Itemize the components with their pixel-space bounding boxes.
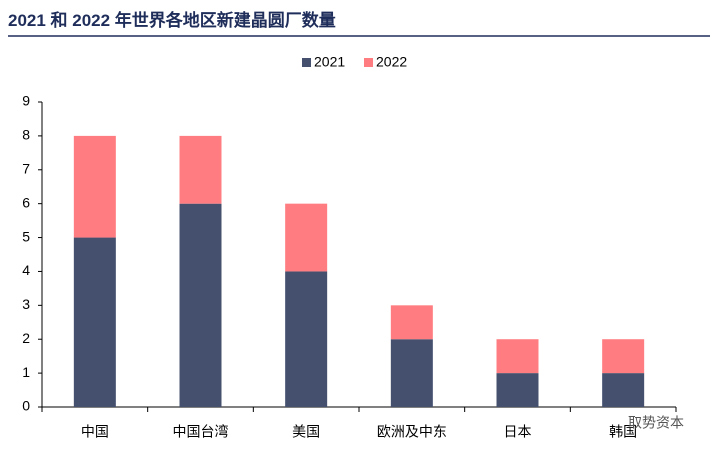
bar-segment (285, 271, 328, 407)
x-tick-label: 中国 (81, 424, 109, 440)
bar-segment (285, 203, 328, 272)
bar-segment (73, 135, 116, 238)
x-tick-label: 韩国 (609, 424, 637, 440)
bar-segment (602, 339, 645, 374)
y-tick-label: 7 (22, 160, 30, 176)
chart-title: 2021 和 2022 年世界各地区新建晶圆厂数量 (8, 10, 336, 30)
bar-segment (390, 305, 433, 340)
y-tick-label: 4 (22, 262, 30, 278)
bar-segment (73, 237, 116, 407)
watermark: 取势资本 (628, 415, 684, 431)
y-tick-label: 2 (22, 330, 30, 346)
y-tick-label: 8 (22, 127, 30, 143)
bar-segment (496, 373, 539, 407)
y-tick-label: 6 (22, 194, 30, 210)
y-tick-label: 5 (22, 228, 30, 244)
y-tick-label: 9 (22, 93, 30, 109)
x-tick-label: 美国 (292, 424, 320, 440)
x-tick-label: 中国台湾 (173, 424, 229, 440)
legend-label: 2021 (314, 54, 345, 70)
y-tick-label: 1 (22, 364, 30, 380)
legend-label: 2022 (376, 54, 407, 70)
bar-segment (496, 339, 539, 374)
bar-segment (179, 135, 222, 204)
y-tick-label: 3 (22, 296, 30, 312)
bar-segment (390, 339, 433, 407)
legend-swatch (302, 58, 311, 67)
bar-segment (179, 203, 222, 407)
x-tick-label: 日本 (504, 424, 532, 440)
bar-segment (602, 373, 645, 407)
x-tick-label: 欧洲及中东 (377, 424, 447, 440)
legend-swatch (364, 58, 373, 67)
y-tick-label: 0 (22, 398, 30, 414)
